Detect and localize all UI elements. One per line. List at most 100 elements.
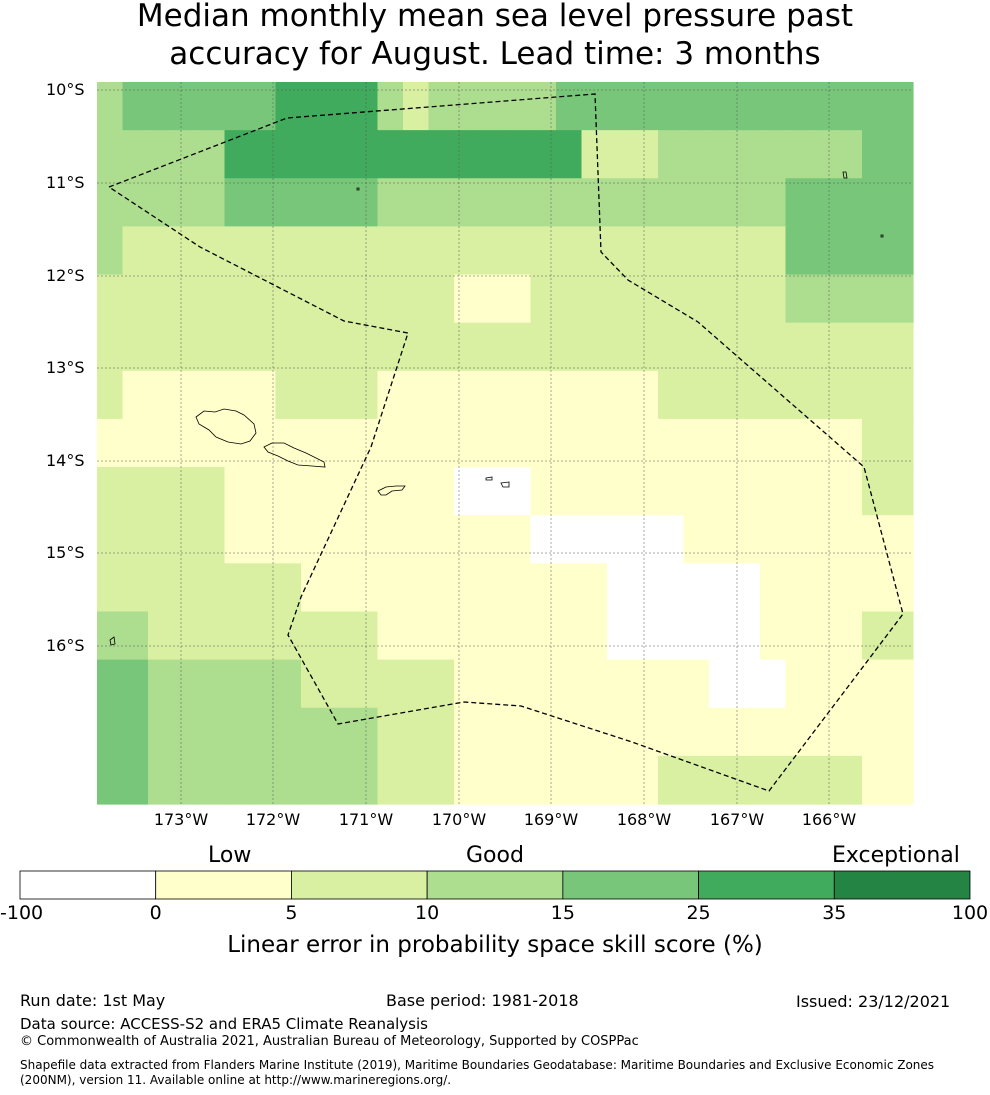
skill-cell (760, 178, 787, 227)
skill-cell (836, 659, 863, 709)
skill-cell (454, 226, 481, 276)
skill-cell (581, 370, 608, 420)
copyright: © Commonwealth of Australia 2021, Austra… (20, 1034, 639, 1049)
skill-cell (632, 755, 659, 805)
colorbar-tick-label: 35 (822, 902, 847, 924)
data-source: Data source: ACCESS-S2 and ERA5 Climate … (20, 1015, 428, 1033)
skill-cell (836, 755, 863, 805)
skill-cell (785, 515, 812, 564)
skill-cell (658, 611, 685, 661)
skill-cell (250, 755, 277, 805)
skill-cell (173, 707, 200, 757)
skill-cell (658, 130, 685, 179)
skill-cell (607, 659, 634, 709)
longitude-label: 170°W (431, 810, 487, 829)
skill-cell (173, 322, 200, 372)
skill-cell (734, 178, 761, 227)
skill-cell (97, 370, 124, 420)
skill-cell (250, 659, 277, 709)
skill-cell (148, 178, 175, 227)
skill-cell (122, 563, 149, 613)
colorbar-segment (426, 870, 564, 900)
skill-cell (301, 178, 328, 227)
skill-cell (377, 515, 404, 564)
skill-cell (632, 611, 659, 661)
skill-cell (709, 418, 736, 468)
skill-cell (97, 515, 124, 564)
colorbar-tick-label: 0 (149, 902, 162, 924)
skill-cell (428, 515, 455, 564)
skill-cell (428, 274, 455, 324)
skill-cell (632, 563, 659, 613)
skill-cell (301, 659, 328, 709)
skill-cell (250, 611, 277, 661)
skill-cell (250, 322, 277, 372)
skill-cell (887, 322, 914, 372)
skill-cell (377, 226, 404, 276)
skill-cell (199, 226, 226, 276)
skill-cell (862, 611, 889, 661)
chart-title-line-1: Median monthly mean sea level pressure p… (136, 0, 854, 34)
skill-cell (428, 755, 455, 805)
skill-cell (301, 418, 328, 468)
skill-cell (199, 178, 226, 227)
longitude-label: 168°W (616, 810, 672, 829)
skill-cell (301, 515, 328, 564)
skill-cell (785, 226, 812, 276)
skill-cell (224, 130, 251, 179)
skill-cell (148, 130, 175, 179)
skill-cell (734, 322, 761, 372)
colorbar-label: Linear error in probability space skill … (227, 932, 763, 958)
skill-cell (326, 418, 353, 468)
skill-cell (632, 707, 659, 757)
skill-cell (887, 611, 914, 661)
skill-cell (122, 322, 149, 372)
skill-cell (658, 274, 685, 324)
skill-cell (836, 707, 863, 757)
colorbar-segment (698, 870, 835, 900)
skill-cell (505, 274, 532, 324)
skill-cell (556, 755, 583, 805)
skill-cell (403, 178, 430, 227)
colorbar-tick-label: 25 (686, 902, 711, 924)
skill-cell (454, 130, 481, 179)
skill-cell (862, 563, 889, 613)
skill-cell (352, 370, 379, 420)
skill-cell (530, 563, 557, 613)
skill-cell (887, 659, 914, 709)
skill-cell (479, 322, 506, 372)
skill-cell (556, 467, 583, 516)
skill-cell (122, 274, 149, 324)
skill-cell (811, 130, 838, 179)
skill-cell (887, 274, 914, 324)
skill-cell (403, 226, 430, 276)
skill-cell (658, 82, 685, 131)
skill-cell (403, 130, 430, 179)
skill-cell (836, 226, 863, 276)
skill-cell (734, 130, 761, 179)
skill-cell (301, 130, 328, 179)
skill-cell (760, 611, 787, 661)
skill-cell (785, 274, 812, 324)
skill-cell (326, 274, 353, 324)
skill-cell (428, 563, 455, 613)
skill-cell (377, 130, 404, 179)
skill-cell (479, 82, 506, 131)
latitude-label: 12°S (46, 266, 85, 285)
skill-cell (734, 370, 761, 420)
skill-cell (122, 130, 149, 179)
skill-cell (658, 370, 685, 420)
skill-cell (250, 467, 277, 516)
skill-cell (683, 467, 710, 516)
skill-cell (224, 515, 251, 564)
skill-cell (683, 611, 710, 661)
skill-cell (836, 611, 863, 661)
skill-cell (887, 755, 914, 805)
small-island-4 (109, 636, 116, 646)
skill-cell (734, 707, 761, 757)
skill-cell (734, 755, 761, 805)
skill-cell (581, 563, 608, 613)
skill-cell (97, 707, 124, 757)
skill-cell (479, 178, 506, 227)
